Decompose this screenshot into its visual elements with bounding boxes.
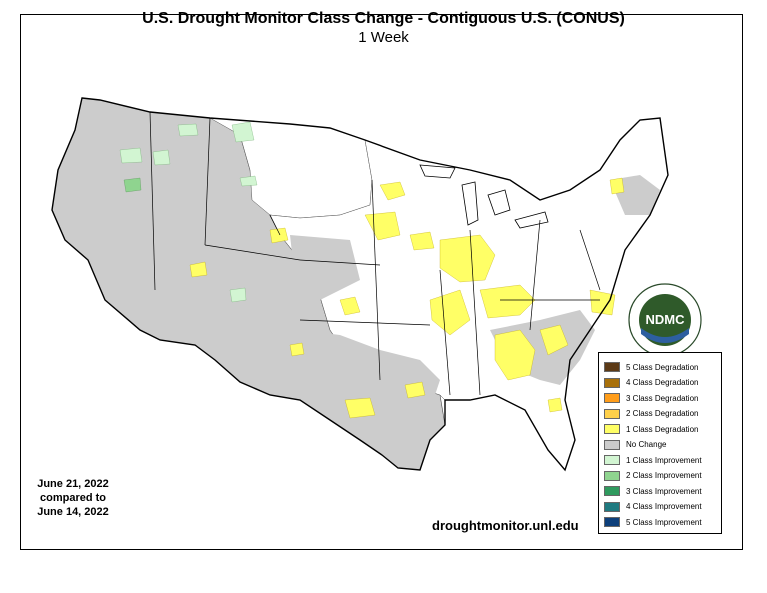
date-block: June 21, 2022 compared to June 14, 2022 [28,477,118,519]
legend-label: 4 Class Improvement [626,502,702,511]
legend-swatch [604,486,620,496]
legend-label: 3 Class Improvement [626,486,702,496]
legend-item: 3 Class Degradation [604,392,698,404]
legend-swatch [604,517,620,527]
legend-swatch [604,439,620,450]
legend-item: No Change [604,439,666,451]
legend-item: 5 Class Degradation [604,361,698,373]
legend-item: 2 Class Degradation [604,408,698,420]
state-borders [104,111,601,396]
date-current: June 21, 2022 [37,478,109,490]
map-subtitle: 1 Week [358,29,409,46]
logo-abbrev: NDMC [646,312,686,327]
legend-swatch [604,455,620,465]
legend-swatch [604,393,620,403]
legend-label: 5 Class Degradation [626,362,699,372]
no-change-patch-texas [300,330,440,420]
legend-label: No Change [626,440,667,449]
legend-label: 1 Class Improvement [626,455,702,465]
legend-swatch [604,424,620,434]
legend-swatch [604,377,620,388]
legend-item: 4 Class Improvement [604,501,702,513]
legend-label: 2 Class Improvement [626,471,702,480]
date-compared-to: compared to [39,492,106,504]
legend-label: 5 Class Improvement [626,517,702,527]
improvement-patches [119,121,258,303]
legend-item: 5 Class Improvement [604,516,702,528]
legend-label: 3 Class Degradation [626,393,699,403]
legend-label: 1 Class Degradation [626,424,699,434]
degradation-patches [189,177,625,419]
legend-swatch [604,408,620,419]
legend-item: 1 Class Degradation [604,423,698,435]
great-lakes [419,164,549,229]
conus-outline [51,97,669,472]
legend-label: 2 Class Degradation [626,409,699,418]
improvement2-patches [123,177,142,193]
legend: 5 Class Degradation 4 Class Degradation 3 … [598,352,722,534]
legend-label: 4 Class Degradation [626,378,699,387]
date-previous: June 14, 2022 [37,506,109,518]
legend-item: 2 Class Improvement [604,470,702,482]
map-title: U.S. Drought Monitor Class Change - Cont… [142,10,625,27]
ndmc-logo: NDMC [628,283,702,357]
legend-swatch [604,501,620,512]
legend-item: 3 Class Improvement [604,485,702,497]
legend-item: 1 Class Improvement [604,454,702,466]
legend-swatch [604,362,620,372]
legend-swatch [604,470,620,481]
website-link[interactable]: droughtmonitor.unl.edu [432,518,579,533]
no-change-patch-kansas [290,235,360,300]
legend-item: 4 Class Degradation [604,377,698,389]
